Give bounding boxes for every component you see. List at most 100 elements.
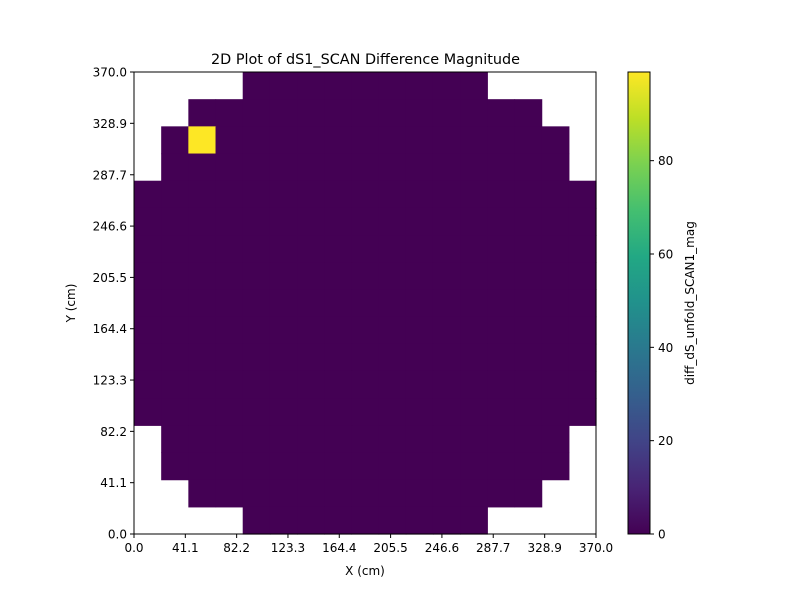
heatmap-cell [378, 72, 407, 100]
heatmap-cell [242, 370, 271, 399]
heatmap-cell [161, 398, 189, 426]
heatmap-cell [432, 343, 461, 372]
heatmap-cell [460, 126, 488, 155]
heatmap-cell [297, 289, 325, 318]
heatmap-cell [324, 289, 353, 318]
heatmap-cell [269, 316, 298, 345]
heatmap-cell [541, 262, 570, 291]
heatmap-cell [269, 207, 298, 236]
x-tick-label: 287.7 [476, 541, 510, 555]
heatmap-cell [514, 343, 543, 372]
colorbar-ticks: 0 20 40 60 80 [650, 154, 673, 542]
heatmap-cell [541, 370, 570, 399]
y-tick-label: 205.5 [93, 271, 127, 285]
heatmap-cell [297, 370, 325, 399]
heatmap-cell [460, 506, 488, 535]
heatmap-cell [514, 262, 543, 291]
y-tick-label: 82.2 [100, 425, 127, 439]
heatmap-cell [432, 207, 461, 236]
y-tick-label: 370.0 [93, 66, 127, 80]
heatmap-cell [269, 479, 298, 508]
heatmap-cell [161, 289, 189, 318]
heatmap-cell [378, 99, 407, 127]
heatmap-cell [568, 370, 597, 399]
heatmap-cell [405, 262, 434, 291]
heatmap-cell [378, 343, 407, 372]
chart-title: 2D Plot of dS1_SCAN Difference Magnitude [211, 52, 520, 68]
heatmap-cell [378, 180, 407, 209]
heatmap-cell [378, 506, 407, 535]
heatmap-cell [215, 316, 244, 345]
x-tick-label: 205.5 [373, 541, 407, 555]
colorbar-tick-label: 0 [658, 528, 666, 542]
heatmap-cell [269, 262, 298, 291]
heatmap-cell [432, 289, 461, 318]
heatmap-cell [487, 126, 516, 155]
heatmap-cell [351, 343, 380, 372]
heatmap-cell [405, 398, 434, 426]
heatmap-cell [405, 180, 434, 209]
heatmap-cell [514, 370, 543, 399]
heatmap-cell [297, 180, 325, 209]
y-tick-label: 246.6 [93, 220, 127, 234]
heatmap-cell [514, 289, 543, 318]
heatmap-cell [215, 126, 244, 155]
heatmap-cell [432, 506, 461, 535]
heatmap-cell [351, 479, 380, 508]
heatmap-cell [487, 398, 516, 426]
colorbar-label: diff_dS_unfold_SCAN1_mag [683, 221, 697, 385]
heatmap-cell [487, 370, 516, 399]
heatmap-cell [188, 99, 217, 127]
heatmap-cell [134, 398, 162, 426]
heatmap-cell [514, 479, 543, 508]
heatmap-cell [405, 289, 434, 318]
x-tick-label: 82.2 [223, 541, 250, 555]
heatmap-cell [188, 153, 217, 182]
heatmap-cell [460, 452, 488, 481]
y-tick-label: 287.7 [93, 168, 127, 182]
heatmap-cell [568, 235, 597, 263]
heatmap-cell [405, 425, 434, 454]
heatmap-cell [324, 506, 353, 535]
heatmap-cell [215, 207, 244, 236]
heatmap-cell [378, 398, 407, 426]
heatmap-cell [487, 343, 516, 372]
heatmap-cell [188, 180, 217, 209]
heatmap-cell [269, 343, 298, 372]
heatmap-cell [541, 425, 570, 454]
heatmap-cell [188, 126, 217, 155]
y-tick-label: 164.4 [93, 322, 127, 336]
heatmap-cell [568, 262, 597, 291]
heatmap-cell [269, 235, 298, 263]
heatmap-cell [324, 262, 353, 291]
heatmap-cell [460, 479, 488, 508]
plot-frame [133, 71, 597, 535]
heatmap-cell [269, 289, 298, 318]
heatmap-cell [351, 72, 380, 100]
heatmap-cell [541, 452, 570, 481]
heatmap-cell [242, 180, 271, 209]
heatmap-cell [161, 316, 189, 345]
heatmap-cell [215, 99, 244, 127]
heatmap-cell [161, 235, 189, 263]
y-tick-label: 0.0 [108, 528, 127, 542]
heatmap-cell [188, 343, 217, 372]
heatmap-cell [188, 207, 217, 236]
heatmap-cell [541, 235, 570, 263]
heatmap-cell [432, 126, 461, 155]
heatmap-cell [351, 153, 380, 182]
heatmap-cell [514, 425, 543, 454]
heatmap-cell [487, 452, 516, 481]
heatmap-cell [161, 262, 189, 291]
heatmap-cell [541, 180, 570, 209]
heatmap-cell [188, 479, 217, 508]
heatmap-cell [460, 289, 488, 318]
heatmap-cell [351, 207, 380, 236]
heatmap-cell [242, 343, 271, 372]
heatmap-cell [188, 425, 217, 454]
heatmap-cell [297, 72, 325, 100]
heatmap-cell [324, 425, 353, 454]
heatmap-cell [242, 99, 271, 127]
x-tick-label: 41.1 [172, 541, 199, 555]
heatmap-cell [215, 262, 244, 291]
